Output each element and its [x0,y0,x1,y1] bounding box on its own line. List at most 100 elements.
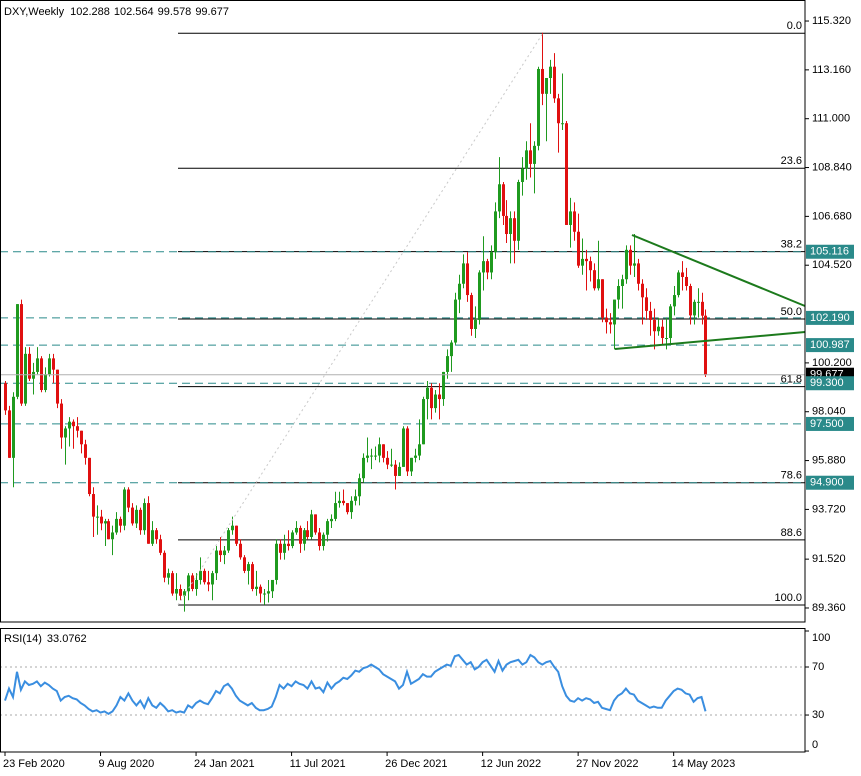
candle-body [127,489,130,508]
candle-body [231,525,234,531]
candle-body [701,301,704,316]
candle-body [175,588,178,594]
candle-body [151,530,154,544]
candle-body [621,279,624,287]
candle-body [143,503,146,531]
candle-body [466,263,469,296]
candle-body [669,306,672,339]
candle-body [446,356,449,372]
fib-label: 78.6 [781,470,802,482]
candle-body [44,374,47,391]
candle-body [64,428,67,438]
candle-body [8,410,11,458]
candle-body [271,579,274,592]
candle-body [115,518,118,533]
fib-label: 100.0 [774,592,802,604]
candle-body [255,586,258,589]
plot-layer: 115.320 113.160 111.000 108.840 106.680 104.5… [0,15,852,770]
candle-body [80,430,83,445]
candle-body [32,371,35,379]
candle-body [390,464,393,466]
trendline-upper [631,234,806,307]
candle-body [529,150,532,164]
candle-body [199,570,202,580]
candle-body [179,588,182,596]
candle-body [565,123,568,225]
candle-body [111,532,114,540]
candle-body [195,579,198,589]
candle-body [92,494,95,517]
candle-body [330,518,333,522]
candle-body [68,421,71,429]
candle-body [597,279,600,289]
candle-body [239,543,242,558]
candle-body [219,550,222,556]
y-tick-label: 113.160 [812,64,851,76]
candle-body [191,575,194,589]
high: 102.564 [114,6,154,18]
candle-body [251,564,254,589]
y-tick-label: 89.360 [812,602,846,614]
candle-body [505,215,508,235]
candle-body [561,123,564,125]
candle-body [338,500,341,504]
candle-body [318,532,321,547]
candle-body [183,591,186,596]
candle-body [585,258,588,262]
candle-body [410,457,413,472]
candle-body [382,444,385,458]
candle-body [88,457,91,495]
candle-body [187,575,190,592]
candle-body [685,276,688,287]
candle-body [303,530,306,544]
candle-body [625,249,628,280]
y-tick-label: 95.880 [812,454,846,466]
candle-body [287,543,290,547]
level-label: 97.500 [810,418,844,430]
level-box [806,376,854,391]
candle-body [657,326,660,332]
candle-body [573,211,576,232]
candle-body [454,299,457,343]
rsi-frame [0,628,806,753]
candle-body [677,272,680,296]
candle-body [306,530,309,537]
candle-body [378,444,381,456]
level-box [806,310,854,325]
candle-body [4,383,7,411]
candle-body [370,455,373,457]
candle-body [458,283,461,300]
candle-body [509,218,512,235]
candle-body [593,270,596,289]
candle-body [641,283,644,298]
candle-body [36,358,39,372]
candle-body [267,591,270,594]
candle-body [557,98,560,124]
fib-label: 0.0 [787,20,802,32]
candle-body [223,550,226,556]
candle-body [525,150,528,169]
candle-body [279,543,282,553]
y-tick-label: 30 [812,709,824,721]
candle-body [56,369,59,404]
candle-body [577,231,580,266]
candle-body [581,258,584,266]
x-tick-label: 26 Dec 2021 [385,758,447,770]
candle-body [661,326,664,339]
fib-label: 88.6 [781,527,802,539]
candle-body [502,184,505,216]
candle-body [131,507,134,524]
candle-body [653,319,656,332]
candle-body [291,532,294,547]
x-tick-label: 9 Aug 2020 [99,758,155,770]
candle-body [350,500,353,513]
candle-body [263,593,266,595]
candle-body [243,557,246,571]
candle-body [20,304,23,404]
candle-body [422,399,425,445]
candle-body [633,263,636,266]
level-label: 99.300 [810,377,844,389]
candle-body [16,304,19,397]
candle-body [498,184,501,212]
symbol: DXY,Weekly [4,6,65,18]
